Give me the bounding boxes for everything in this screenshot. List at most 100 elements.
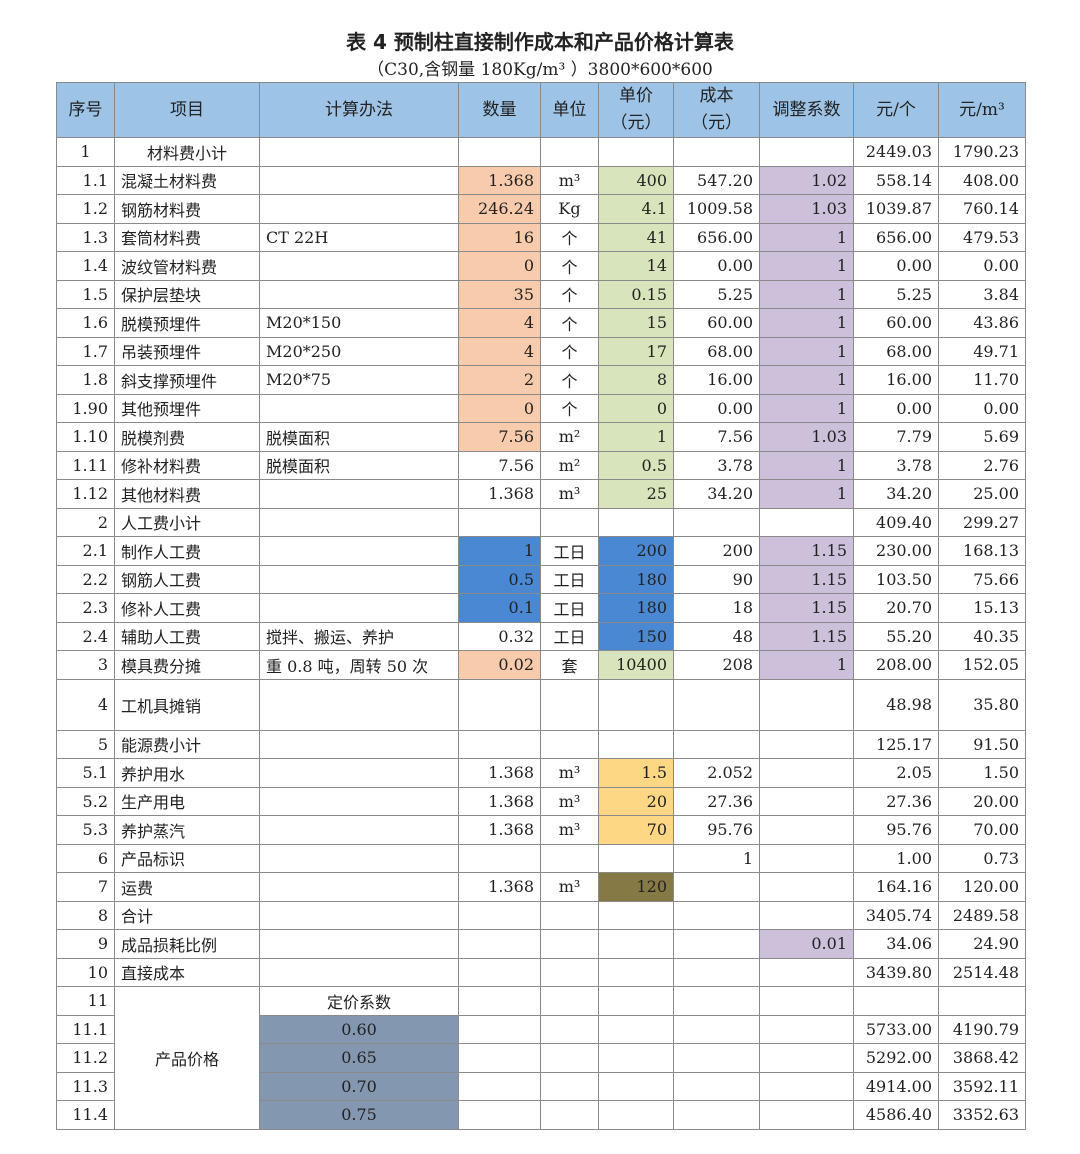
cell-no: 1.1 xyxy=(56,165,115,195)
cell-no: 1.90 xyxy=(56,393,115,423)
cell-pm: 3592.11 xyxy=(938,1071,1026,1101)
cell-pricing-coefficient: 0.65 xyxy=(259,1043,459,1073)
cell-no: 1.3 xyxy=(56,222,115,252)
cell-pp: 208.00 xyxy=(853,650,939,680)
cell-no: 1.4 xyxy=(56,251,115,281)
header-cost: 成本（元） xyxy=(673,82,760,138)
cell-pm: 152.05 xyxy=(938,650,1026,680)
cell-no: 1.5 xyxy=(56,279,115,309)
cell-adj: 1 xyxy=(759,222,854,252)
cell-item: 套筒材料费 xyxy=(114,222,260,252)
cell-qty xyxy=(458,900,541,930)
cell-price: 150 xyxy=(598,621,674,651)
cell-price: 17 xyxy=(598,336,674,366)
cell-empty xyxy=(853,986,939,1016)
table-row: 1 材料费小计 2449.03 1790.23 xyxy=(56,137,1026,167)
cell-cost xyxy=(673,872,760,902)
cell-no: 5.1 xyxy=(56,758,115,788)
cell-price: 25 xyxy=(598,479,674,509)
cell-adj: 1.15 xyxy=(759,564,854,594)
cell-adj xyxy=(759,957,854,987)
cell-adj: 1.02 xyxy=(759,165,854,195)
cell-cost xyxy=(673,137,760,167)
table-row: 5.3 养护蒸汽 1.368 m³ 70 95.76 95.76 70.00 xyxy=(56,815,1026,845)
cell-method: M20*75 xyxy=(259,365,459,395)
cell-no: 2.4 xyxy=(56,621,115,651)
cell-method xyxy=(259,137,459,167)
cell-unit: 个 xyxy=(540,251,599,281)
cell-cost: 0.00 xyxy=(673,251,760,281)
cell-unit: m² xyxy=(540,422,599,452)
cell-empty xyxy=(759,1014,854,1044)
cell-empty xyxy=(540,1014,599,1044)
cell-pp: 2.05 xyxy=(853,758,939,788)
table-row: 10 直接成本 3439.80 2514.48 xyxy=(56,957,1026,987)
table-row: 4 工机具摊销 48.98 35.80 xyxy=(56,678,1026,731)
table-row: 3 模具费分摊重 0.8 吨，周转 50 次 0.02 套 10400 208 1 208.0… xyxy=(56,650,1026,680)
cell-pm: 2514.48 xyxy=(938,957,1026,987)
cell-price xyxy=(598,843,674,873)
cell-cost: 208 xyxy=(673,650,760,680)
cell-price xyxy=(598,729,674,759)
cell-pm: 49.71 xyxy=(938,336,1026,366)
cell-adj xyxy=(759,507,854,537)
cell-empty xyxy=(458,1043,541,1073)
cell-no: 11.4 xyxy=(56,1100,115,1130)
cell-qty: 0 xyxy=(458,393,541,423)
cell-pp: 20.70 xyxy=(853,593,939,623)
cell-item: 斜支撑预埋件 xyxy=(114,365,260,395)
cell-method: 定价系数 xyxy=(259,986,459,1016)
cell-qty: 7.56 xyxy=(458,422,541,452)
cell-pp: 34.06 xyxy=(853,929,939,959)
cell-item: 能源费小计 xyxy=(114,729,260,759)
cell-price xyxy=(598,900,674,930)
cell-empty xyxy=(598,1014,674,1044)
cell-price: 4.1 xyxy=(598,194,674,224)
cell-no: 8 xyxy=(56,900,115,930)
cell-price: 1 xyxy=(598,422,674,452)
cell-cost: 16.00 xyxy=(673,365,760,395)
cell-pm: 20.00 xyxy=(938,786,1026,816)
cell-item: 材料费小计 xyxy=(114,137,260,167)
cell-cost: 2.052 xyxy=(673,758,760,788)
cell-adj xyxy=(759,786,854,816)
cell-pm: 91.50 xyxy=(938,729,1026,759)
cell-cost: 68.00 xyxy=(673,336,760,366)
cell-no: 5.3 xyxy=(56,815,115,845)
table-row: 5 能源费小计 125.17 91.50 xyxy=(56,729,1026,759)
cell-pp: 5292.00 xyxy=(853,1043,939,1073)
cell-method xyxy=(259,479,459,509)
cell-price: 400 xyxy=(598,165,674,195)
cell-cost: 0.00 xyxy=(673,393,760,423)
cell-adj: 1.15 xyxy=(759,621,854,651)
cell-unit xyxy=(540,137,599,167)
cell-empty xyxy=(598,1071,674,1101)
cell-empty xyxy=(598,986,674,1016)
header-qty: 数量 xyxy=(458,82,541,138)
cell-no: 4 xyxy=(56,678,115,731)
cell-pp: 656.00 xyxy=(853,222,939,252)
cell-pp: 3405.74 xyxy=(853,900,939,930)
cell-pp: 103.50 xyxy=(853,564,939,594)
cell-unit: 个 xyxy=(540,336,599,366)
cell-price: 10400 xyxy=(598,650,674,680)
cell-pp: 2449.03 xyxy=(853,137,939,167)
cell-item: 养护用水 xyxy=(114,758,260,788)
cell-adj: 1 xyxy=(759,479,854,509)
table-row: 1.90 其他预埋件 0 个 0 0.00 1 0.00 0.00 xyxy=(56,393,1026,423)
cell-item: 成品损耗比例 xyxy=(114,929,260,959)
cell-unit: m³ xyxy=(540,815,599,845)
table-row: 6 产品标识 1 1.00 0.73 xyxy=(56,843,1026,873)
cost-table: 序号 项目 计算办法 数量 单位 单价（元） 成本（元） 调整系数 元/个 元/m³ 1 材料费小计… xyxy=(56,82,1026,1130)
cell-method xyxy=(259,729,459,759)
cell-empty xyxy=(458,1071,541,1101)
cell-pm: 3868.42 xyxy=(938,1043,1026,1073)
cell-method xyxy=(259,929,459,959)
cell-pp: 68.00 xyxy=(853,336,939,366)
cell-no: 1.7 xyxy=(56,336,115,366)
cell-pp: 0.00 xyxy=(853,251,939,281)
table-row: 1.4 波纹管材料费 0 个 14 0.00 1 0.00 0.00 xyxy=(56,251,1026,281)
cell-no: 5.2 xyxy=(56,786,115,816)
cell-qty: 0.02 xyxy=(458,650,541,680)
cell-empty xyxy=(673,986,760,1016)
